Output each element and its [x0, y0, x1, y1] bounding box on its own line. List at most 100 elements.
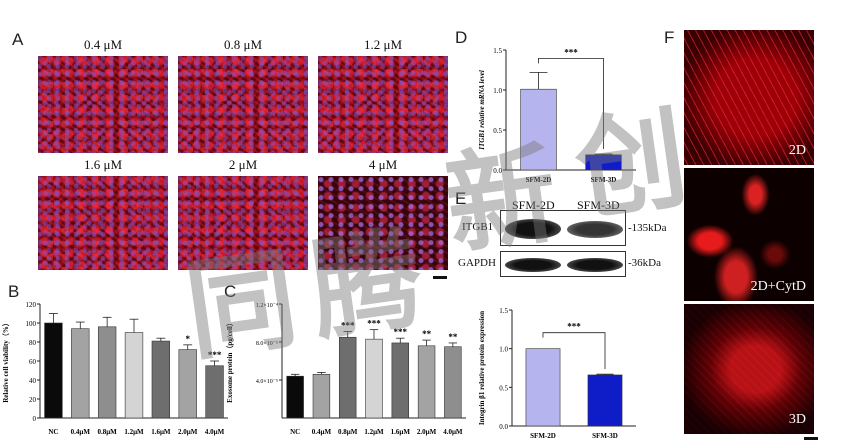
- f-label-2d-cytd: 2D+CytD: [750, 279, 806, 294]
- y-axis-label: Exosome protein（pg/cell）: [226, 319, 234, 403]
- category-label: SFM-3D: [591, 176, 617, 184]
- y-tick-label: 0.0: [499, 423, 508, 431]
- panel-letter-e: E: [455, 189, 467, 208]
- blot-col-label-3d: SFM-3D: [577, 198, 620, 212]
- y-tick-label: 20: [29, 396, 37, 404]
- y-tick-label: 0.5: [493, 127, 502, 135]
- category-label: NC: [48, 428, 58, 436]
- bar: [151, 340, 171, 419]
- f-label-3d: 3D: [788, 412, 806, 427]
- y-tick-label: 0.5: [499, 384, 508, 392]
- category-label: 1.2μM: [364, 428, 384, 436]
- blot-row-label-itgb1: ITGB1: [462, 221, 494, 233]
- bar: [587, 374, 623, 427]
- y-tick-label: 0: [33, 415, 37, 423]
- y-tick-label: 60: [29, 358, 37, 366]
- bar: [585, 154, 622, 171]
- fluorescence-3d: 3D: [684, 304, 814, 434]
- blot-row-label-gapdh: GAPDH: [458, 257, 496, 269]
- y-tick-label: 1.2×10⁻⁴: [256, 303, 278, 309]
- significance-label: ***: [367, 319, 381, 329]
- category-label: NC: [290, 428, 300, 436]
- y-tick-label: 0.0: [493, 167, 502, 175]
- category-label: 0.4μM: [71, 428, 91, 436]
- significance-label: ***: [567, 322, 581, 332]
- bar: [205, 365, 224, 419]
- bar: [71, 328, 90, 419]
- bar: [525, 348, 561, 427]
- chart-e: 0.0 0.5 1.0 1.5 Integrin β1 relative protein…: [478, 307, 636, 440]
- significance-label: ***: [564, 47, 578, 57]
- bar: [124, 332, 144, 419]
- panel-letter-d: D: [455, 28, 468, 47]
- y-tick-label: 100: [26, 320, 37, 328]
- micrograph-4um: [318, 176, 448, 270]
- panel-letter-f: F: [664, 28, 675, 47]
- f-label-2d: 2D: [788, 143, 806, 158]
- bar: [178, 349, 197, 419]
- band-gapdh-3d: [567, 258, 623, 272]
- bar: [520, 88, 557, 171]
- bar: [417, 345, 436, 419]
- band-itgb1-2d: [505, 219, 561, 239]
- scale-bar-a: [433, 276, 447, 279]
- category-label: 2.0μM: [417, 428, 437, 436]
- bar: [44, 322, 63, 419]
- scale-bar-f: [804, 437, 818, 440]
- micrograph-1-2um: [318, 56, 448, 153]
- y-tick-label: 1.5: [499, 307, 508, 315]
- blot-size-36: -36kDa: [628, 257, 661, 269]
- bar: [365, 338, 383, 419]
- bar: [391, 342, 409, 419]
- micrograph-1-6um: [38, 176, 168, 270]
- category-label: 4.0μM: [443, 428, 463, 436]
- panel-letter-c: C: [224, 282, 237, 301]
- category-label: 0.8μM: [338, 428, 358, 436]
- micrograph-0-4um: [38, 56, 168, 153]
- y-tick-label: 40: [29, 377, 37, 385]
- panel-letter-a: A: [12, 30, 24, 49]
- panel-letter-b: B: [8, 282, 20, 301]
- category-label: 1.2μM: [124, 428, 144, 436]
- significance-bracket: [538, 58, 604, 149]
- blot-col-label-2d: SFM-2D: [512, 198, 555, 212]
- conc-label-1: 0.4 μM: [83, 37, 123, 52]
- chart-d: 0.0 0.5 1.0 1.5 ITGB1 relative mRNA level SFM…: [478, 47, 636, 184]
- category-label: 2.0μM: [178, 428, 198, 436]
- y-axis-label: Integrin β1 relative protein expression: [478, 311, 486, 425]
- category-label: 4.0μM: [205, 428, 225, 436]
- conc-label-6: 4 μM: [368, 157, 398, 172]
- y-tick-label: 1.0: [499, 346, 508, 354]
- significance-label: ***: [394, 327, 408, 337]
- micrograph-0-8um: [178, 56, 308, 153]
- micrograph-2um: [178, 176, 308, 270]
- chart-c: 4.0×10⁻⁵ 8.0×10⁻⁵ 1.2×10⁻⁴ Exosome protein（…: [226, 303, 466, 436]
- blot-gapdh: [500, 251, 626, 277]
- significance-label: **: [422, 329, 432, 339]
- y-tick-label: 8.0×10⁻⁵: [256, 341, 278, 347]
- fluorescence-2d: 2D: [684, 30, 814, 165]
- significance-label: *: [185, 334, 190, 344]
- conc-label-2: 0.8 μM: [223, 37, 263, 52]
- conc-label-5: 2 μM: [228, 157, 258, 172]
- conc-label-4: 1.6 μM: [83, 157, 123, 172]
- bar: [97, 326, 117, 419]
- category-label: SFM-3D: [592, 432, 618, 440]
- chart-b: 0 20 40 60 80 100 120 Relative cell viability（%…: [2, 301, 228, 436]
- y-tick-label: 1.0: [493, 87, 502, 95]
- y-tick-label: 120: [26, 301, 37, 309]
- significance-bracket: [542, 332, 606, 370]
- significance-label: ***: [208, 350, 222, 360]
- y-tick-label: 1.5: [493, 47, 502, 55]
- band-itgb1-3d: [567, 221, 623, 238]
- category-label: 1.6μM: [391, 428, 411, 436]
- y-axis-label: ITGB1 relative mRNA level: [478, 70, 486, 151]
- category-label: SFM-2D: [526, 176, 552, 184]
- category-label: SFM-2D: [530, 432, 556, 440]
- category-label: 0.8μM: [97, 428, 117, 436]
- y-axis-label: Relative cell viability（%）: [2, 319, 10, 403]
- blot-itgb1: [500, 210, 626, 246]
- category-label: 1.6μM: [151, 428, 171, 436]
- bar: [339, 336, 357, 419]
- fluorescence-2d-cytd: 2D+CytD: [684, 168, 814, 301]
